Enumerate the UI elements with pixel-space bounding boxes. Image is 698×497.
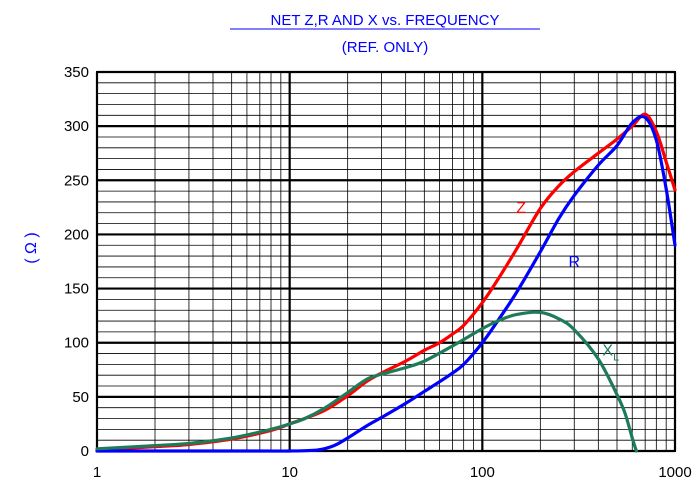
y-tick-label: 250 xyxy=(64,172,89,189)
x-tick-label: 1 xyxy=(93,464,101,481)
y-tick-label: 100 xyxy=(64,335,89,352)
major-grid xyxy=(95,70,677,453)
minor-grid xyxy=(97,72,675,451)
y-tick-label: 150 xyxy=(64,281,89,298)
x-tick-label: 1000 xyxy=(658,464,691,481)
y-tick-label: 350 xyxy=(64,64,89,81)
x-tick-labels: 1 10 100 1000 xyxy=(93,464,692,481)
x-tick-label: 10 xyxy=(281,464,298,481)
series-label-r: R xyxy=(568,254,580,271)
y-tick-label: 50 xyxy=(72,389,89,406)
series-line-z xyxy=(95,112,677,452)
series-line-r xyxy=(95,114,677,453)
chart-title: NET Z,R AND X vs. FREQUENCY xyxy=(271,12,500,29)
x-tick-label: 100 xyxy=(470,464,495,481)
plot-frame xyxy=(96,71,676,452)
y-tick-labels: 0 50 100 150 200 250 300 350 xyxy=(64,64,89,460)
series-layer xyxy=(95,112,677,453)
series-line-xl xyxy=(95,310,638,453)
y-axis-label: ( Ω ) xyxy=(23,232,40,264)
y-tick-label: 200 xyxy=(64,226,89,243)
y-tick-label: 300 xyxy=(64,118,89,135)
series-label-z: Z xyxy=(516,200,526,217)
chart-subtitle: (REF. ONLY) xyxy=(342,39,428,56)
series-label-xl: XL xyxy=(602,343,619,364)
y-tick-label: 0 xyxy=(81,443,89,460)
series-label-layer: Z R XL xyxy=(516,200,619,364)
